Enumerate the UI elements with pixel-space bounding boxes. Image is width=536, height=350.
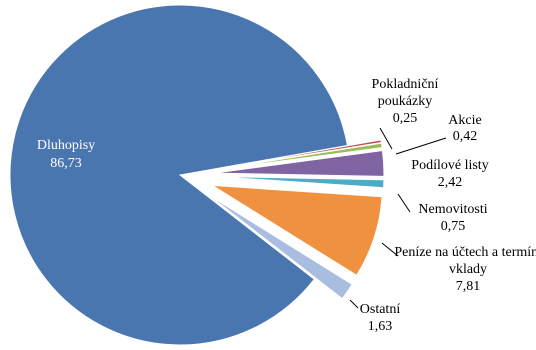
category-label: Podílové listy	[411, 158, 489, 173]
pie-slice	[213, 150, 385, 177]
value-label: 86,73	[50, 156, 82, 171]
value-label: 0,42	[452, 129, 478, 144]
category-label: Nemovitosti	[418, 202, 488, 217]
value-label: 0,75	[440, 219, 466, 234]
category-label: Pokladniční poukázky	[371, 77, 439, 109]
leader-line	[379, 127, 393, 150]
category-label: Peníze na účtech a termín. vklady	[394, 245, 536, 277]
category-label: Akcie	[448, 113, 482, 128]
category-label: Ostatní	[359, 302, 401, 317]
value-label: 7,81	[455, 279, 481, 294]
value-label: 2,42	[437, 175, 463, 190]
pie-slice	[207, 194, 353, 300]
value-label: 0,25	[392, 111, 418, 126]
pie-slice	[212, 184, 383, 277]
pie-slice	[213, 175, 385, 189]
leader-line	[395, 137, 447, 155]
value-label: 1,63	[367, 319, 393, 334]
pie-slice	[213, 139, 382, 170]
pie-slice	[9, 4, 349, 346]
leader-line	[397, 193, 411, 213]
pie-slice	[213, 142, 383, 171]
category-label: Dluhopisy	[36, 138, 96, 153]
leader-line	[349, 299, 359, 309]
leader-line	[381, 242, 399, 257]
